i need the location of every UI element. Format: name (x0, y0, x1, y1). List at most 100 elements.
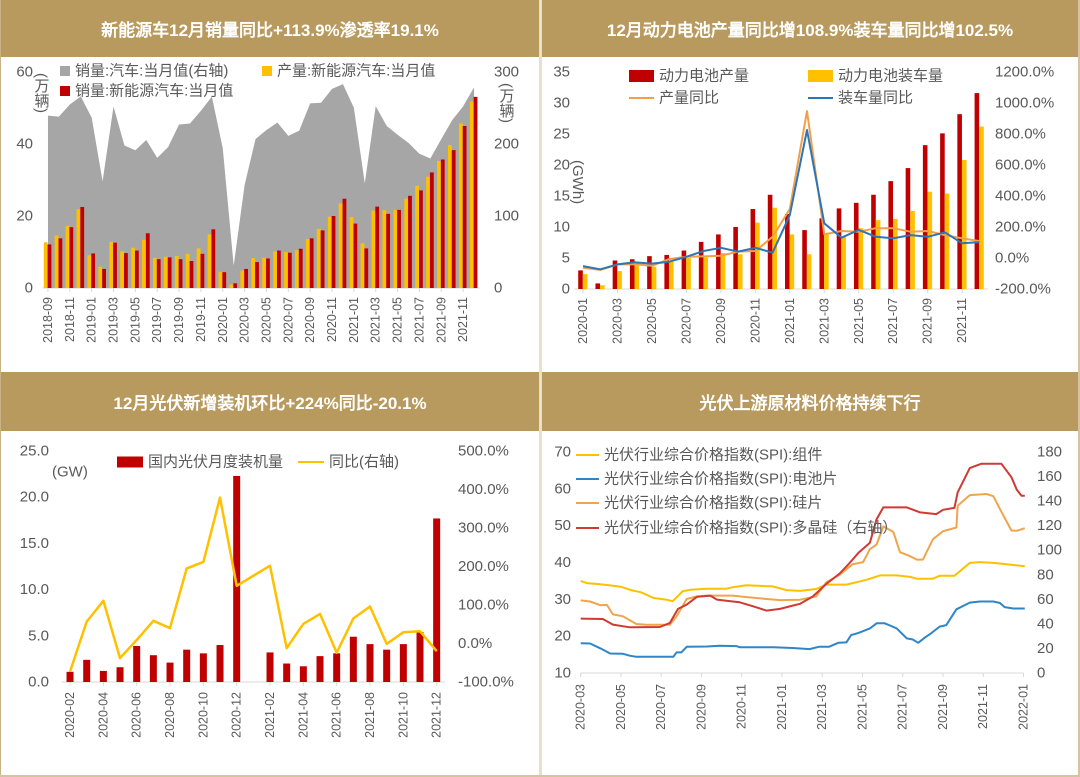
x-axis-tick-label: 2021-03 (815, 684, 829, 730)
bar (617, 271, 622, 289)
bar (233, 475, 241, 682)
bar (134, 250, 139, 288)
x-axis-tick-label: 2019-03 (107, 297, 121, 343)
bar (858, 228, 864, 289)
bar (651, 266, 657, 289)
y2-axis-tick-label: 0 (494, 280, 502, 297)
y2-axis-tick-label: 80 (1037, 566, 1054, 583)
x-axis-tick-label: 2019-11 (194, 297, 208, 342)
x-axis-tick-label: 2020-05 (614, 684, 628, 730)
bar (802, 230, 807, 289)
bar (163, 256, 168, 288)
bar (309, 238, 314, 288)
bar (298, 248, 303, 288)
legend-label: 动力电池产量 (659, 68, 749, 85)
x-axis-tick-label: 2019-01 (85, 297, 99, 343)
bar (875, 220, 881, 289)
bar (80, 207, 85, 288)
bar (284, 252, 288, 288)
bar (383, 649, 391, 682)
bar (338, 203, 343, 288)
x-axis-tick-label: 2020-07 (654, 684, 668, 730)
bar (178, 259, 183, 288)
bar (120, 251, 125, 288)
y-axis-tick-label: 15.0 (20, 535, 49, 552)
x-axis-tick-label: 2021-01 (775, 684, 789, 730)
bar (399, 644, 407, 682)
bar (66, 671, 74, 682)
bar (824, 233, 829, 289)
bar (629, 259, 635, 289)
axis-unit-label: (万辆) (33, 73, 50, 113)
x-axis-tick-label: 2020-09 (714, 298, 728, 344)
bar (196, 248, 201, 288)
bar (91, 253, 96, 288)
bar (65, 225, 70, 288)
bar (200, 253, 205, 288)
bar (276, 250, 281, 288)
bar (397, 209, 401, 288)
y2-axis-tick-label: 100 (1037, 542, 1062, 559)
bar (131, 247, 135, 288)
bar (366, 644, 374, 682)
bar (888, 181, 894, 289)
bar (349, 636, 357, 682)
bar (83, 659, 91, 682)
y-axis-tick-label: 60 (16, 64, 33, 81)
x-axis-tick-label: 2020-04 (96, 692, 110, 738)
bar (69, 227, 74, 288)
bar (109, 241, 114, 288)
bar (299, 666, 307, 682)
area-series-0 (47, 84, 475, 288)
line-series-3 (580, 462, 1025, 629)
y2-axis-tick-label: 200 (494, 136, 519, 153)
y2-axis-tick-label: 600.0% (995, 157, 1046, 174)
bar (664, 254, 669, 289)
y2-axis-tick-label: 200.0% (458, 558, 509, 575)
bar (43, 242, 48, 288)
bar (320, 230, 325, 288)
legend-label: 光伏行业综合价格指数(SPI):组件 (604, 447, 822, 464)
legend-label: 动力电池装车量 (838, 68, 943, 85)
x-axis-tick-label: 2019-07 (150, 297, 164, 343)
bar (199, 653, 207, 682)
bar (974, 93, 980, 289)
bar (283, 663, 291, 682)
bar (785, 213, 790, 289)
bar (233, 283, 238, 288)
bar (183, 649, 191, 682)
bar (156, 259, 161, 288)
bar (408, 195, 412, 288)
y-axis-tick-label: 30 (554, 591, 571, 608)
bar (893, 218, 898, 289)
bar (426, 176, 430, 288)
y2-axis-tick-label: 1200.0% (995, 64, 1054, 81)
legend-color-swatch (808, 70, 833, 82)
x-axis-tick-label: 2020-11 (735, 684, 749, 729)
y2-axis-tick-label: 800.0% (995, 126, 1046, 143)
bar (364, 248, 369, 288)
bar (87, 255, 92, 288)
axis-unit-label: (GW) (52, 464, 88, 481)
bar (58, 238, 63, 288)
x-axis-tick-label: 2021-04 (296, 692, 310, 738)
y2-axis-tick-label: 140 (1037, 493, 1062, 510)
y-axis-tick-label: 35 (553, 64, 570, 81)
axis-unit-label: (万辆) (498, 83, 515, 123)
legend-label: 产量:新能源汽车:当月值 (277, 63, 435, 80)
x-axis-tick-label: 2018-11 (63, 297, 77, 342)
bar (189, 261, 194, 288)
bar (595, 283, 601, 289)
x-axis-tick-label: 2021-03 (369, 297, 383, 343)
legend-label: 装车量同比 (838, 90, 913, 107)
bar (668, 261, 674, 289)
bar (149, 655, 157, 682)
legend-label: 国内光伏月度装机量 (148, 454, 283, 471)
bar (910, 210, 915, 289)
bar (145, 233, 150, 288)
x-axis-tick-label: 2020-03 (574, 684, 588, 730)
y-axis-tick-label: 0 (562, 281, 570, 298)
bar (871, 194, 876, 289)
y-axis-tick-label: 25 (553, 126, 570, 143)
y2-axis-tick-label: 0.0% (995, 250, 1029, 267)
